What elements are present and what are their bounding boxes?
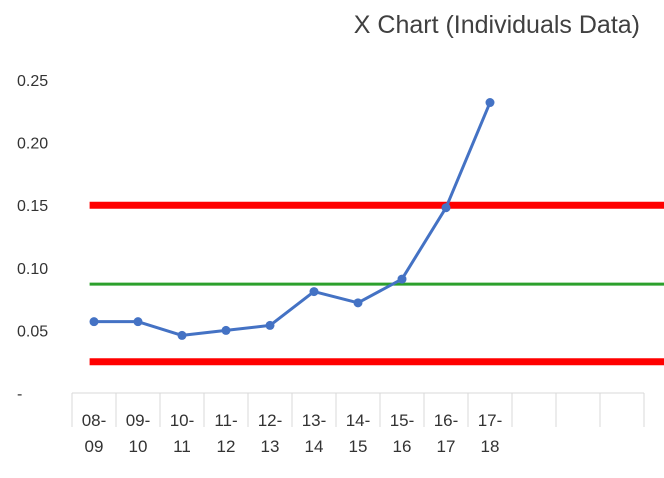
y-tick-label: - — [17, 386, 22, 403]
y-tick-label: 0.25 — [17, 73, 48, 90]
data-point — [441, 203, 451, 213]
x-tick-label: 17- 18 — [477, 411, 503, 456]
x-tick-label: 15- 16 — [389, 411, 415, 456]
data-point — [177, 330, 187, 340]
x-tick-label: 16- 17 — [433, 411, 459, 456]
data-point — [353, 298, 363, 308]
y-tick-label: 0.05 — [17, 323, 48, 340]
y-tick-label: 0.20 — [17, 136, 48, 153]
series-line — [94, 101, 492, 337]
x-tick-label: 12- 13 — [257, 411, 283, 456]
x-tick-label: 11- 12 — [214, 411, 238, 456]
x-tick-label: 08- 09 — [81, 411, 107, 456]
y-tick-label: 0.15 — [17, 198, 48, 215]
x-tick-label: 09- 10 — [125, 411, 151, 456]
x-tick-label: 13- 14 — [301, 411, 327, 456]
data-point — [221, 325, 231, 335]
x-tick-label: 14- 15 — [345, 411, 371, 456]
chart-title: X Chart (Individuals Data) — [354, 11, 640, 39]
data-point — [89, 317, 99, 327]
data-point — [309, 287, 319, 297]
data-point — [265, 320, 275, 330]
x-tick-label: 10- 11 — [169, 411, 195, 456]
data-point — [485, 98, 495, 108]
y-tick-label: 0.10 — [17, 261, 48, 278]
data-point — [397, 274, 407, 284]
data-point — [133, 317, 143, 327]
